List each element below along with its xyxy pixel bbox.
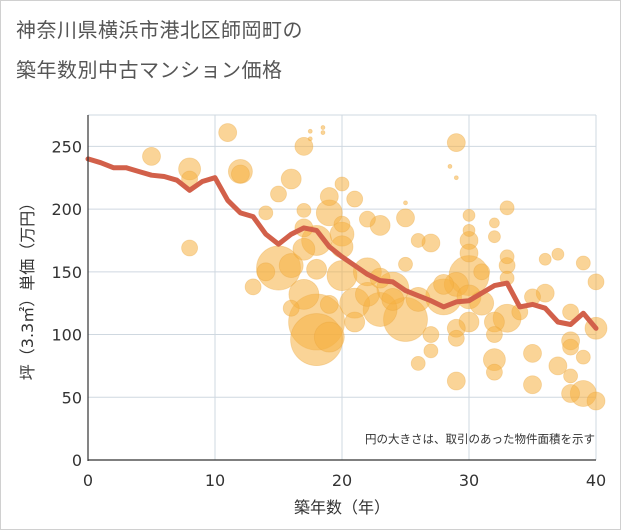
data-bubble: [282, 299, 300, 317]
data-bubble: [485, 326, 503, 343]
data-bubble: [258, 205, 274, 221]
data-bubble: [422, 326, 440, 343]
data-bubble: [313, 321, 345, 353]
x-tick-label: 0: [83, 471, 93, 490]
data-bubble: [587, 273, 605, 291]
chart-title-line1: 神奈川県横浜市港北区師岡町の: [16, 18, 303, 42]
chart-title-line2: 築年数別中古マンション価格: [16, 58, 283, 82]
data-bubble: [181, 239, 199, 257]
x-axis-label: 築年数（年）: [294, 498, 390, 517]
data-bubble: [244, 278, 262, 296]
data-bubble: [381, 288, 405, 311]
data-bubble: [473, 263, 491, 281]
data-bubble: [142, 146, 161, 166]
data-bubble: [333, 215, 351, 233]
size-note: 円の大きさは、取引のあった物件面積を示す: [365, 432, 595, 446]
data-bubble: [307, 136, 313, 142]
data-bubble: [586, 391, 606, 411]
data-bubble: [320, 125, 326, 130]
data-bubble: [410, 355, 426, 371]
y-tick-label: 100: [51, 326, 82, 345]
data-bubble: [447, 164, 453, 169]
data-bubble: [319, 295, 339, 314]
data-bubble: [280, 168, 302, 190]
data-bubble: [403, 200, 408, 206]
data-bubble: [548, 356, 568, 376]
data-bubble: [488, 217, 500, 229]
y-axis-label: 坪（3.3㎡）単価（万円）: [18, 195, 37, 380]
data-bubble: [523, 343, 542, 363]
data-bubble: [446, 371, 466, 391]
y-tick-label: 200: [51, 200, 82, 219]
data-bubble: [319, 187, 339, 206]
data-bubble: [562, 338, 579, 356]
data-bubble: [563, 368, 578, 384]
data-bubble: [218, 123, 238, 142]
data-bubble: [306, 258, 328, 280]
data-bubble: [270, 185, 287, 203]
data-bubble: [278, 253, 304, 278]
data-bubble: [453, 175, 459, 181]
x-tick-labels: 0 10 20 30 40: [83, 471, 606, 490]
data-bubble: [396, 208, 415, 228]
data-bubble: [551, 247, 565, 261]
data-bubble: [358, 210, 376, 228]
data-bubble: [462, 224, 476, 237]
data-bubble: [296, 202, 312, 218]
y-tick-label: 150: [51, 263, 82, 282]
data-bubble: [334, 176, 350, 192]
data-bubble: [256, 262, 276, 282]
data-bubble: [485, 363, 503, 381]
y-tick-label: 250: [51, 137, 82, 156]
y-tick-label: 0: [72, 451, 82, 470]
data-bubble: [294, 136, 314, 156]
axes: [87, 115, 596, 461]
data-bubble: [181, 170, 199, 188]
data-bubble: [320, 130, 326, 135]
data-bubble: [354, 281, 380, 307]
data-bubble: [462, 208, 476, 222]
y-tick-label: 50: [62, 388, 82, 407]
data-bubble: [538, 252, 552, 266]
data-bubble: [446, 133, 466, 153]
data-bubble: [344, 311, 366, 333]
data-bubble: [487, 230, 501, 244]
data-bubble: [447, 329, 465, 347]
data-bubble: [292, 237, 316, 261]
data-bubble: [346, 190, 364, 208]
data-bubble: [561, 384, 580, 403]
data-bubble: [423, 343, 439, 359]
data-bubble: [575, 349, 591, 365]
data-bubble: [307, 128, 313, 134]
data-bubble: [499, 200, 515, 216]
x-tick-label: 30: [459, 471, 479, 490]
data-bubble: [230, 164, 250, 184]
trend-line: [85, 156, 599, 331]
bubble-layer: [142, 123, 608, 411]
y-tick-labels: 0 50 100 150 200 250: [51, 137, 82, 470]
x-tick-label: 10: [205, 471, 225, 490]
data-bubble: [499, 249, 515, 265]
data-bubble: [575, 255, 591, 271]
data-bubble: [288, 278, 320, 310]
data-bubble: [410, 233, 426, 248]
data-bubble: [398, 256, 413, 272]
data-bubble: [523, 375, 542, 395]
x-tick-label: 40: [586, 471, 606, 490]
data-bubble: [433, 273, 455, 295]
data-bubble: [459, 243, 479, 263]
data-bubble: [562, 303, 579, 321]
x-tick-label: 20: [332, 471, 352, 490]
